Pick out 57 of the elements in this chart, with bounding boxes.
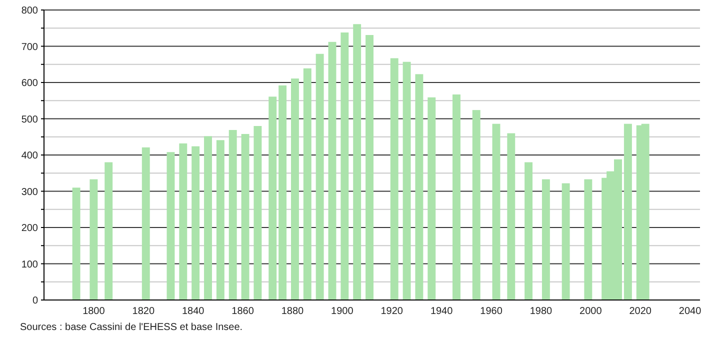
x-tick-label: 1860: [232, 306, 254, 317]
y-tick-label: 800: [21, 6, 38, 16]
bar: [507, 133, 516, 300]
bar: [179, 143, 188, 300]
bar: [472, 110, 480, 300]
y-tick-label: 300: [21, 186, 38, 198]
x-tick-label: 1800: [82, 306, 106, 317]
x-tick-label: 2020: [629, 306, 652, 317]
x-tick-label: 1960: [480, 306, 503, 317]
bar: [142, 147, 150, 300]
x-tick-label: 1820: [132, 306, 155, 317]
x-tick-label: 1840: [182, 306, 205, 317]
y-tick-label: 0: [32, 296, 38, 306]
x-tick-label: 2000: [580, 306, 602, 317]
bar: [524, 162, 533, 300]
bar: [166, 152, 175, 300]
bar: [254, 126, 262, 300]
bar: [390, 58, 398, 300]
bar: [624, 124, 632, 300]
bar: [104, 162, 113, 300]
x-tick-label: 2040: [678, 306, 702, 317]
y-tick-label: 200: [21, 223, 38, 234]
bar: [228, 130, 237, 300]
y-tick-label: 700: [21, 42, 38, 53]
x-tick-label: 1920: [380, 306, 404, 317]
bar: [542, 179, 550, 300]
bar: [316, 54, 324, 300]
bar: [492, 124, 500, 300]
bar: [415, 74, 424, 300]
y-tick-label: 500: [21, 114, 38, 126]
bar: [241, 134, 250, 300]
x-tick-label: 1900: [331, 306, 354, 317]
bar: [562, 183, 570, 300]
bar: [192, 146, 200, 300]
bar: [402, 62, 411, 300]
bar: [584, 179, 592, 300]
y-tick-label: 100: [21, 259, 38, 270]
y-tick-label: 400: [21, 150, 38, 162]
bar: [452, 94, 460, 300]
bar: [328, 42, 336, 300]
bar: [268, 96, 277, 300]
bar: [353, 24, 362, 300]
bar: [90, 179, 98, 300]
bar: [340, 32, 349, 300]
x-tick-label: 1880: [281, 306, 304, 317]
x-tick-label: 1940: [430, 306, 454, 317]
bar: [366, 35, 374, 300]
bar: [428, 97, 436, 300]
y-tick-label: 600: [21, 78, 38, 89]
bar: [278, 85, 287, 300]
bar: [303, 68, 312, 300]
source-note: Sources : base Cassini de l'EHESS et base Insee.: [20, 322, 243, 333]
x-tick-label: 1980: [530, 306, 553, 317]
bar: [290, 78, 299, 300]
bar: [72, 188, 80, 300]
bar: [216, 140, 224, 300]
bar: [204, 136, 212, 300]
